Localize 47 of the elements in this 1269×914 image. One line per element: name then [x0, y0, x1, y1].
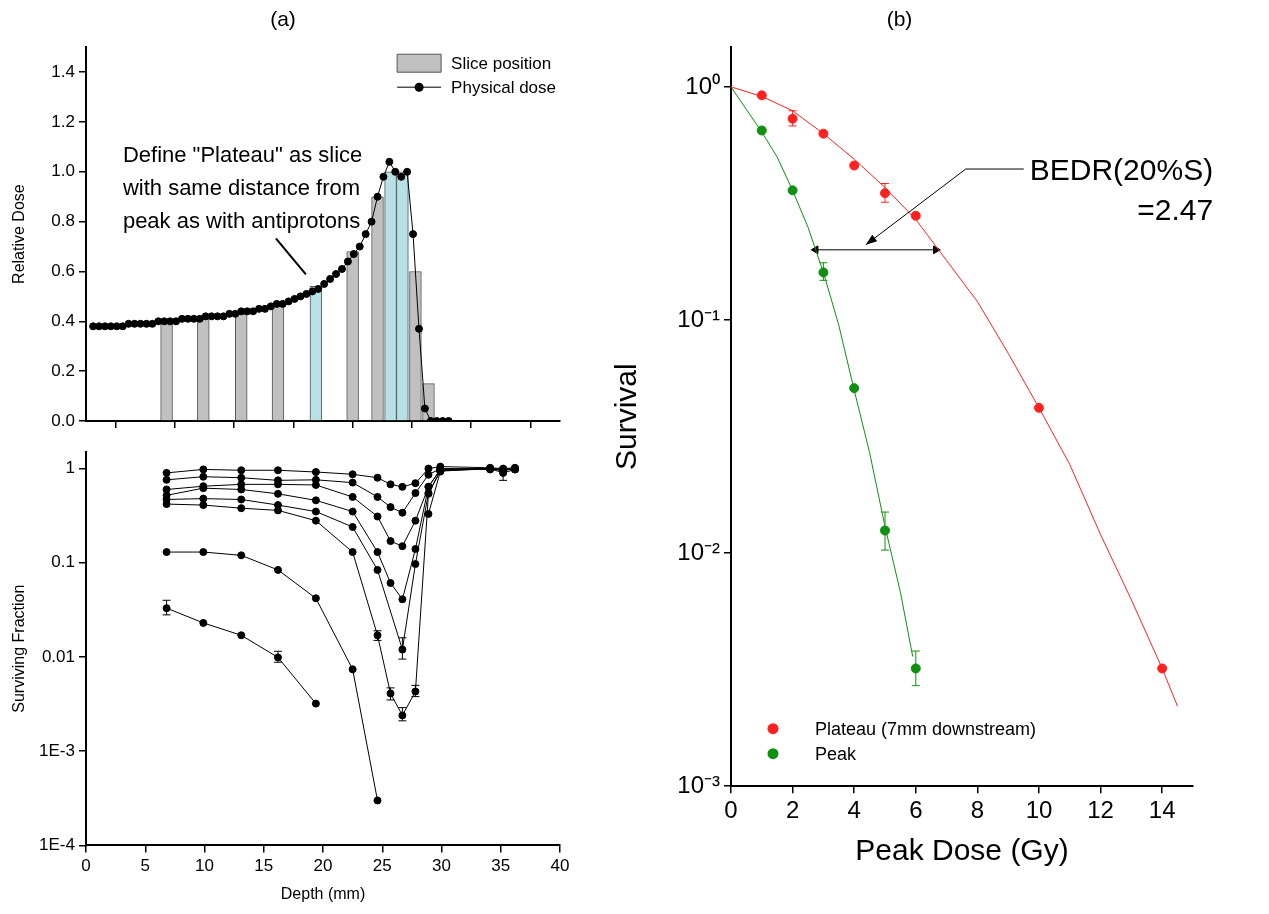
y-axis-title: Relative Dose	[10, 184, 28, 284]
x-tick-label: 5	[140, 856, 150, 876]
y-tick-label: 0.0	[51, 410, 75, 430]
x-tick-label: 15	[254, 856, 274, 876]
y-tick-label: 1.0	[51, 161, 75, 181]
x-tick-label: 30	[432, 856, 451, 876]
x-tick-label: 40	[550, 856, 570, 876]
annotation: Define "Plateau" as slice with same distance from peak as with antiprotons	[121, 142, 363, 234]
y-axis-title: Surviving Fraction	[10, 584, 28, 713]
y-tick-label: 1E-3	[39, 740, 75, 760]
y-tick-label: 10⁻³	[677, 770, 721, 798]
x-tick-label: 4	[847, 796, 861, 824]
x-tick-label: 0	[724, 796, 738, 824]
legend-label: Peak	[815, 743, 858, 764]
legend-label: Plateau (7mm downstream)	[815, 718, 1037, 739]
y-tick-label: 1E-4	[39, 835, 75, 855]
y-tick-label: 1.2	[51, 111, 75, 131]
legend-label: Physical dose	[451, 77, 556, 97]
y-tick-label: 0.6	[51, 261, 75, 281]
x-tick-label: 12	[1087, 796, 1114, 824]
x-tick-label: 10	[195, 856, 214, 876]
annotation: BEDR(20%S) =2.47	[1029, 152, 1214, 226]
y-tick-label: 10⁻¹	[677, 304, 721, 332]
x-axis-title: Peak Dose (Gy)	[855, 833, 1069, 867]
x-tick-label: 2	[785, 796, 800, 824]
y-tick-label: 10⁻²	[677, 537, 721, 565]
x-tick-label: 35	[491, 856, 511, 876]
x-axis-title: Depth (mm)	[280, 884, 366, 902]
y-axis-title: Survival	[609, 363, 643, 471]
y-tick-label: 0.2	[51, 360, 75, 380]
y-tick-label: 10⁰	[685, 71, 720, 99]
y-tick-label: 0.8	[51, 211, 75, 231]
y-tick-label: 0.1	[51, 552, 75, 572]
x-tick-label: 10	[1025, 796, 1053, 824]
x-tick-label: 14	[1148, 796, 1176, 824]
chart-title: (b)	[886, 7, 913, 31]
legend-label: Slice position	[451, 53, 552, 73]
y-tick-label: 0.4	[51, 311, 75, 331]
x-tick-label: 25	[372, 856, 392, 876]
chart-title: (a)	[270, 7, 296, 31]
x-tick-label: 0	[81, 856, 91, 876]
x-tick-label: 20	[313, 856, 333, 876]
x-tick-label: 8	[970, 796, 985, 824]
y-tick-label: 1.4	[51, 61, 75, 81]
y-tick-label: 0.01	[41, 646, 75, 666]
y-tick-label: 1	[65, 458, 75, 478]
x-tick-label: 6	[909, 796, 923, 824]
